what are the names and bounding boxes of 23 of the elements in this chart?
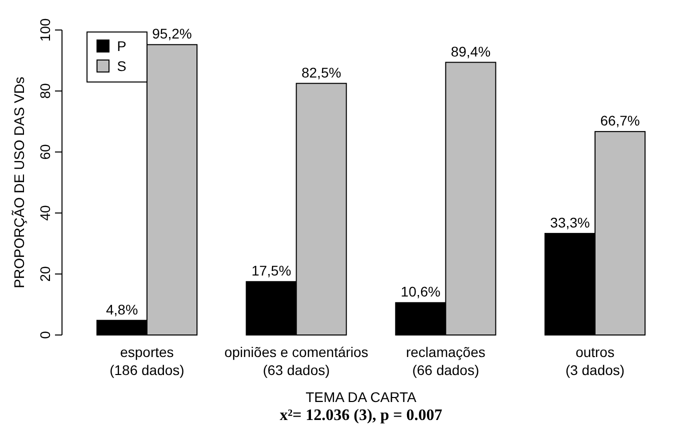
x-axis-title: TEMA DA CARTA [306, 389, 418, 405]
y-tick-label: 80 [37, 83, 53, 99]
data-label: 95,2% [152, 26, 192, 42]
y-tick-label: 0 [37, 330, 53, 339]
x-tick-label: opiniões e comentários (63 dados) [224, 344, 368, 378]
legend-label: P [117, 38, 126, 54]
y-tick-label: 40 [37, 205, 53, 221]
data-label: 89,4% [450, 43, 491, 60]
y-tick-label: 60 [37, 144, 53, 160]
legend-label: S [117, 58, 126, 74]
y-axis-title: PROPORÇÃO DE USO DAS VDs [11, 76, 27, 288]
data-label: 66,7% [600, 112, 640, 129]
y-tick-label: 20 [37, 266, 53, 282]
data-label: 4,8% [106, 301, 138, 318]
data-label: 10,6% [400, 284, 441, 300]
data-label: 17,5% [251, 262, 292, 279]
text: x²= 12.036 (3), p = 0.007 [280, 407, 442, 424]
data-label: 33,3% [550, 214, 590, 230]
y-tick-label: 100 [37, 18, 53, 42]
x-tick-label: outros (3 dados) [565, 344, 625, 378]
data-label: 82,5% [301, 64, 342, 80]
x-tick-label: reclamações (66 dados) [406, 344, 486, 378]
x-tick-label: esportes (186 dados) [110, 344, 184, 378]
